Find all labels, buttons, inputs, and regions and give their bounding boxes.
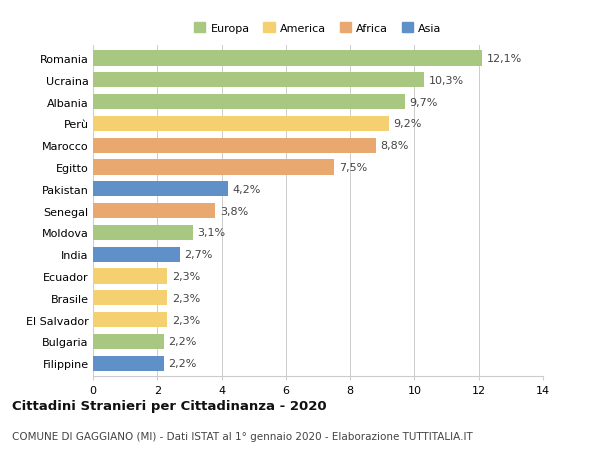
Text: 10,3%: 10,3% <box>429 76 464 86</box>
Text: 4,2%: 4,2% <box>233 185 261 195</box>
Text: 3,1%: 3,1% <box>197 228 226 238</box>
Bar <box>93 312 167 327</box>
Bar <box>93 203 215 219</box>
Bar <box>93 334 164 349</box>
Bar <box>93 51 482 67</box>
Text: 2,3%: 2,3% <box>172 315 200 325</box>
Text: 2,3%: 2,3% <box>172 293 200 303</box>
Text: 8,8%: 8,8% <box>380 141 409 151</box>
Legend: Europa, America, Africa, Asia: Europa, America, Africa, Asia <box>194 23 442 34</box>
Text: 2,3%: 2,3% <box>172 271 200 281</box>
Text: 9,2%: 9,2% <box>394 119 422 129</box>
Bar <box>93 182 228 197</box>
Bar <box>93 356 164 371</box>
Bar <box>93 95 405 110</box>
Text: 2,7%: 2,7% <box>185 250 213 260</box>
Bar <box>93 291 167 306</box>
Text: 7,5%: 7,5% <box>339 162 367 173</box>
Bar <box>93 117 389 132</box>
Bar <box>93 160 334 175</box>
Bar <box>93 269 167 284</box>
Bar <box>93 138 376 153</box>
Bar <box>93 247 180 262</box>
Text: 9,7%: 9,7% <box>410 97 438 107</box>
Text: 2,2%: 2,2% <box>169 358 197 368</box>
Bar <box>93 73 424 88</box>
Text: 3,8%: 3,8% <box>220 206 248 216</box>
Text: 2,2%: 2,2% <box>169 336 197 347</box>
Text: COMUNE DI GAGGIANO (MI) - Dati ISTAT al 1° gennaio 2020 - Elaborazione TUTTITALI: COMUNE DI GAGGIANO (MI) - Dati ISTAT al … <box>12 431 473 442</box>
Text: Cittadini Stranieri per Cittadinanza - 2020: Cittadini Stranieri per Cittadinanza - 2… <box>12 399 326 412</box>
Text: 12,1%: 12,1% <box>487 54 522 64</box>
Bar <box>93 225 193 241</box>
